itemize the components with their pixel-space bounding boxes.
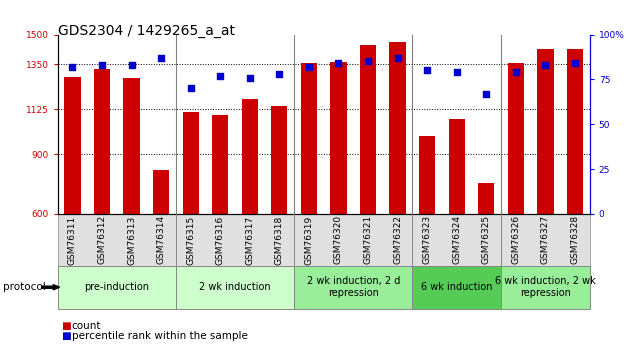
Point <box>186 86 196 91</box>
Bar <box>242 99 258 214</box>
Text: ■: ■ <box>61 332 71 341</box>
Bar <box>537 49 554 214</box>
Point <box>392 55 403 61</box>
Bar <box>271 106 288 214</box>
Point <box>304 64 314 70</box>
Point <box>333 60 344 66</box>
Point <box>156 55 166 61</box>
Point <box>422 68 432 73</box>
Bar <box>330 62 347 214</box>
Point <box>570 60 580 66</box>
Point <box>511 69 521 75</box>
Text: 6 wk induction: 6 wk induction <box>421 282 492 292</box>
Bar <box>301 63 317 214</box>
Point <box>97 62 107 68</box>
Point <box>363 59 373 64</box>
Point <box>540 62 551 68</box>
Text: 2 wk induction: 2 wk induction <box>199 282 271 292</box>
Bar <box>567 49 583 214</box>
Text: percentile rank within the sample: percentile rank within the sample <box>72 332 247 341</box>
Point <box>245 75 255 80</box>
Text: pre-induction: pre-induction <box>85 282 149 292</box>
Point <box>274 71 285 77</box>
Point <box>126 62 137 68</box>
Text: count: count <box>72 321 101 331</box>
Bar <box>183 112 199 214</box>
Bar <box>360 46 376 214</box>
Bar <box>94 69 110 214</box>
Bar <box>124 78 140 214</box>
Text: 6 wk induction, 2 wk
repression: 6 wk induction, 2 wk repression <box>495 276 595 298</box>
Text: ■: ■ <box>61 321 71 331</box>
Bar <box>64 77 81 214</box>
Point <box>67 64 78 70</box>
Bar <box>419 136 435 214</box>
Bar <box>153 170 169 214</box>
Text: GDS2304 / 1429265_a_at: GDS2304 / 1429265_a_at <box>58 24 235 38</box>
Bar <box>390 42 406 214</box>
Bar <box>478 183 494 214</box>
Bar <box>212 115 228 214</box>
Text: 2 wk induction, 2 d
repression: 2 wk induction, 2 d repression <box>306 276 400 298</box>
Point <box>215 73 226 79</box>
Bar <box>449 119 465 214</box>
Bar <box>508 63 524 214</box>
Point <box>451 69 462 75</box>
Point <box>481 91 492 97</box>
Text: protocol: protocol <box>3 282 46 292</box>
